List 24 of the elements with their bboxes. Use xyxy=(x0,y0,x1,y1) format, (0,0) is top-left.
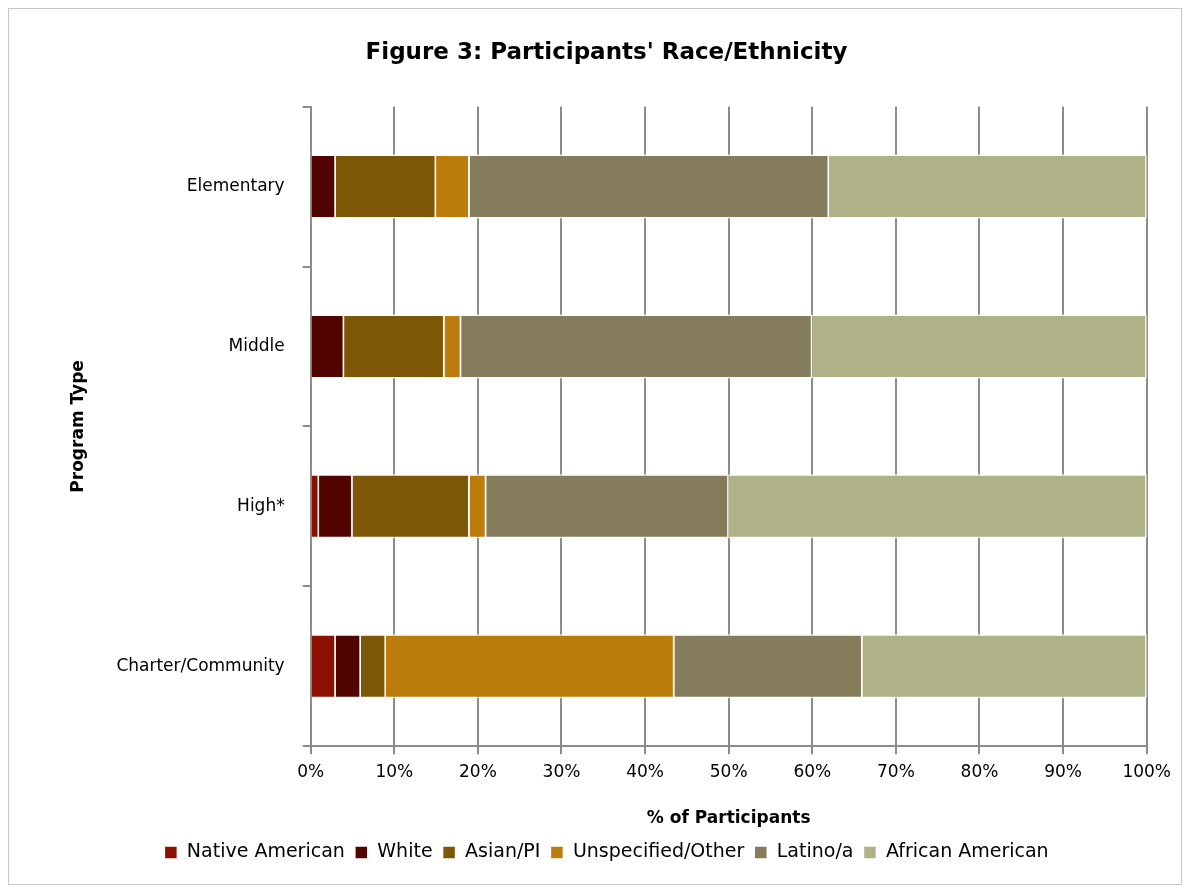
legend-label: White xyxy=(377,839,433,862)
y-tick-label: High* xyxy=(237,494,285,515)
y-tick-label: Charter/Community xyxy=(116,654,285,675)
x-tick-label: 100% xyxy=(1122,760,1171,781)
legend-label: Asian/PI xyxy=(465,839,541,862)
legend-label: Latino/a xyxy=(776,839,854,862)
x-tick-label: 0% xyxy=(297,760,325,781)
x-axis-title: % of Participants xyxy=(646,807,811,828)
x-tick-label: 70% xyxy=(877,760,915,781)
legend-label: Unspecified/Other xyxy=(572,839,745,862)
x-tick-label: 60% xyxy=(793,760,832,781)
y-tick-label: Elementary xyxy=(186,174,285,195)
y-tick-label: Middle xyxy=(228,334,285,355)
x-tick-label: 30% xyxy=(542,760,581,781)
x-tick-label: 10% xyxy=(375,760,414,781)
x-tick-label: 50% xyxy=(709,760,748,781)
y-axis-title: Program Type xyxy=(66,360,87,493)
legend-label: African American xyxy=(885,839,1049,862)
chart-title: Figure 3: Participants' Race/Ethnicity xyxy=(365,37,848,64)
x-tick-label: 80% xyxy=(960,760,999,781)
legend-label: Native American xyxy=(186,839,345,862)
x-tick-label: 40% xyxy=(626,760,664,781)
x-tick-label: 20% xyxy=(458,760,497,781)
x-tick-label: 90% xyxy=(1044,760,1082,781)
